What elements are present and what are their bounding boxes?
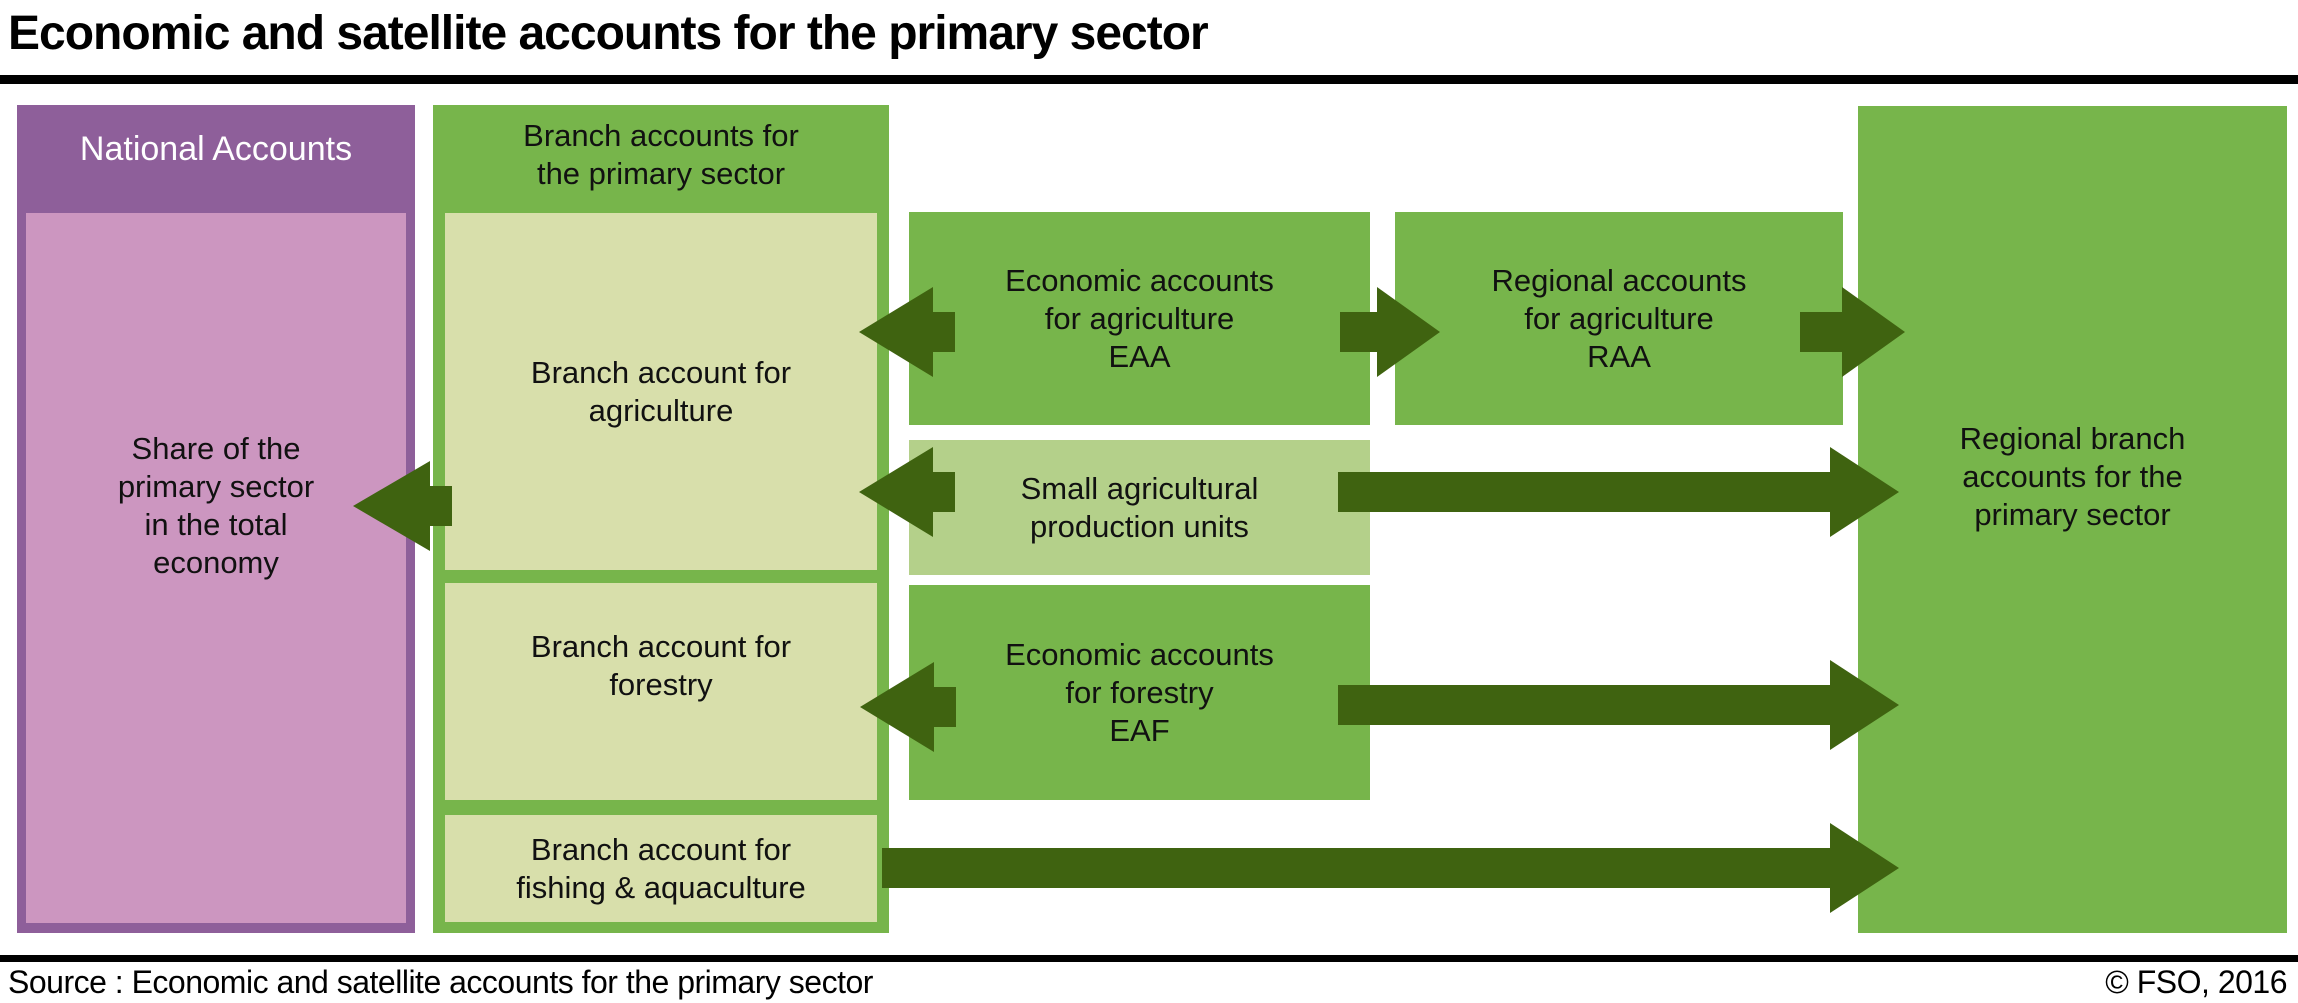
national-accounts-header: National Accounts xyxy=(79,130,353,168)
share-primary-sector-label: Share of the primary sector in the total… xyxy=(117,431,315,580)
branch-accounts-container: Branch accounts for the primary sector B… xyxy=(433,105,889,933)
eaf-box: Economic accounts for forestry EAF xyxy=(909,585,1370,800)
branch-account-fishing-box: Branch account for fishing & aquaculture xyxy=(445,815,877,922)
arrow-small-units-to-regional-icon xyxy=(1338,447,1899,537)
title-divider xyxy=(0,75,2298,84)
branch-account-agriculture-box: Branch account for agriculture xyxy=(445,213,877,570)
arrow-fishing-to-regional-icon xyxy=(882,823,1899,913)
small-agricultural-units-box: Small agricultural production units xyxy=(909,440,1370,575)
branch-accounts-header: Branch accounts for the primary sector xyxy=(523,118,799,191)
footer-divider xyxy=(0,955,2298,962)
national-accounts-box: National Accounts Share of the primary s… xyxy=(17,105,415,933)
regional-branch-accounts-label: Regional branch accounts for the primary… xyxy=(1959,421,2186,532)
branch-account-fishing-label: Branch account for fishing & aquaculture xyxy=(516,831,806,905)
raa-label: Regional accounts for agriculture RAA xyxy=(1491,262,1747,374)
arrow-eaf-to-regional-icon xyxy=(1338,660,1899,750)
branch-account-forestry-box: Branch account for forestry xyxy=(445,583,877,800)
share-primary-sector-box: Share of the primary sector in the total… xyxy=(26,213,406,923)
eaf-label: Economic accounts for forestry EAF xyxy=(1005,636,1274,748)
raa-box: Regional accounts for agriculture RAA xyxy=(1395,212,1843,425)
page-title: Economic and satellite accounts for the … xyxy=(8,7,1209,60)
copyright-note: © FSO, 2016 xyxy=(2105,964,2287,1000)
branch-account-agriculture-label: Branch account for agriculture xyxy=(530,354,792,428)
branch-account-forestry-label: Branch account for forestry xyxy=(530,628,792,702)
source-note: Source : Economic and satellite accounts… xyxy=(8,964,873,1000)
eaa-box: Economic accounts for agriculture EAA xyxy=(909,212,1370,425)
regional-branch-accounts-box: Regional branch accounts for the primary… xyxy=(1858,106,2287,933)
small-agricultural-units-label: Small agricultural production units xyxy=(1020,470,1259,544)
eaa-label: Economic accounts for agriculture EAA xyxy=(1005,262,1274,374)
